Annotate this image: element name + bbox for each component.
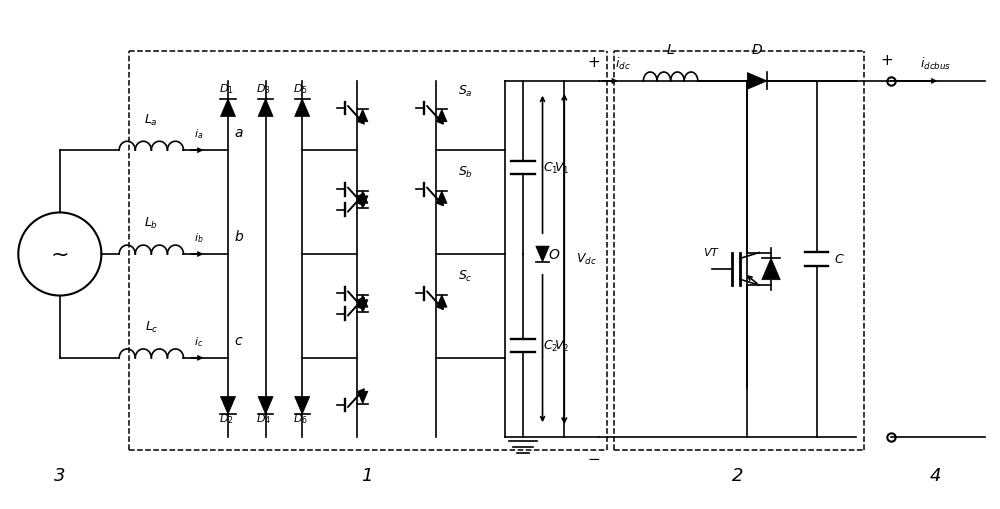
Text: 2: 2 [732, 466, 743, 484]
Text: $C_1$: $C_1$ [543, 160, 558, 176]
Text: $D$: $D$ [751, 43, 763, 57]
Text: $i_c$: $i_c$ [194, 334, 203, 348]
Text: $D_4$: $D_4$ [256, 412, 271, 426]
Polygon shape [357, 295, 368, 307]
Text: $i_{dc}$: $i_{dc}$ [615, 56, 630, 72]
Text: $c$: $c$ [234, 333, 243, 347]
Polygon shape [437, 110, 447, 123]
Text: $L_c$: $L_c$ [145, 320, 158, 334]
Text: $V_1$: $V_1$ [554, 160, 570, 176]
Text: $VT$: $VT$ [703, 245, 720, 258]
Text: $V_2$: $V_2$ [554, 338, 570, 353]
Text: $L$: $L$ [666, 43, 675, 57]
Text: ~: ~ [51, 244, 69, 265]
Polygon shape [357, 110, 368, 123]
Polygon shape [357, 191, 368, 204]
Polygon shape [220, 397, 236, 414]
Text: 3: 3 [54, 466, 66, 484]
Text: 4: 4 [929, 466, 941, 484]
Text: $S_a$: $S_a$ [458, 83, 473, 99]
Text: $-$: $-$ [587, 449, 601, 464]
Text: $O$: $O$ [548, 247, 561, 262]
Text: $D_6$: $D_6$ [293, 412, 308, 426]
Polygon shape [437, 191, 447, 204]
Polygon shape [747, 73, 767, 90]
Text: $S_c$: $S_c$ [458, 269, 473, 284]
Text: $b$: $b$ [234, 229, 244, 244]
Text: $D_3$: $D_3$ [256, 82, 271, 96]
Polygon shape [258, 100, 273, 117]
Polygon shape [220, 100, 236, 117]
Text: $S_b$: $S_b$ [458, 165, 473, 180]
Polygon shape [357, 391, 368, 404]
Text: $D_2$: $D_2$ [219, 412, 233, 426]
Text: $D_5$: $D_5$ [293, 82, 308, 96]
Text: $C_2$: $C_2$ [543, 338, 558, 353]
Text: 1: 1 [361, 466, 372, 484]
Polygon shape [357, 300, 368, 313]
Polygon shape [437, 295, 447, 307]
Polygon shape [258, 397, 273, 414]
Text: $i_a$: $i_a$ [194, 127, 203, 141]
Text: $+$: $+$ [587, 55, 601, 70]
Polygon shape [295, 397, 310, 414]
Polygon shape [762, 259, 780, 280]
Text: $D_1$: $D_1$ [219, 82, 233, 96]
Polygon shape [357, 196, 368, 209]
Text: $+$: $+$ [880, 53, 893, 68]
Text: $L_b$: $L_b$ [144, 216, 158, 231]
Text: $i_{dcbus}$: $i_{dcbus}$ [920, 56, 952, 72]
Text: $L_a$: $L_a$ [144, 112, 158, 127]
Text: $a$: $a$ [234, 126, 244, 140]
Text: $C$: $C$ [834, 253, 845, 266]
Text: $V_{dc}$: $V_{dc}$ [576, 252, 597, 267]
Polygon shape [536, 246, 549, 263]
Text: $i_b$: $i_b$ [194, 231, 203, 244]
Polygon shape [295, 100, 310, 117]
